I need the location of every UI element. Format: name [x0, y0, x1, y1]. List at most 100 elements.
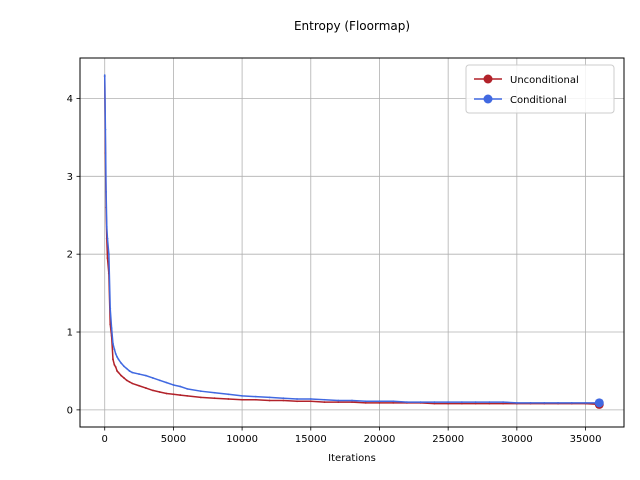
data-point-conditional — [128, 370, 131, 372]
data-point-conditional — [120, 362, 123, 365]
data-point-conditional — [351, 399, 353, 402]
x-tick-label: 15000 — [295, 434, 327, 445]
data-point-conditional — [103, 74, 106, 77]
data-point-conditional — [406, 401, 408, 403]
data-point-conditional — [460, 401, 463, 403]
data-point-conditional — [419, 401, 422, 403]
data-point-conditional — [584, 401, 587, 404]
grid — [80, 58, 624, 427]
series-conditional — [103, 74, 604, 408]
data-point-unconditional — [172, 393, 175, 396]
data-point-unconditional — [241, 398, 244, 401]
data-point-conditional — [447, 401, 450, 403]
data-point-conditional — [488, 401, 491, 403]
data-point-unconditional — [364, 401, 367, 404]
series-end-marker-conditional — [594, 398, 604, 408]
data-point-conditional — [145, 374, 147, 377]
y-tick-label: 3 — [67, 172, 73, 183]
data-point-unconditional — [337, 401, 340, 403]
data-point-conditional — [309, 398, 312, 400]
data-point-unconditional — [123, 377, 125, 379]
y-tick-label: 4 — [67, 94, 73, 105]
x-tick-label: 5000 — [161, 434, 186, 445]
data-point-conditional — [172, 384, 175, 386]
data-point-unconditional — [112, 358, 114, 361]
data-point-conditional — [158, 379, 161, 382]
data-point-unconditional — [254, 398, 257, 401]
data-point-conditional — [151, 377, 154, 379]
data-point-conditional — [131, 371, 134, 374]
legend-label-unconditional: Unconditional — [510, 75, 579, 86]
data-point-conditional — [116, 356, 118, 358]
data-point-unconditional — [309, 400, 312, 403]
x-tick-label: 35000 — [570, 434, 602, 445]
x-tick-label: 30000 — [501, 434, 533, 445]
data-point-unconditional — [502, 402, 505, 405]
plot-frame — [79, 57, 625, 428]
series-layer — [103, 74, 604, 409]
data-point-conditional — [433, 401, 436, 403]
data-point-conditional — [364, 400, 367, 403]
data-point-unconditional — [116, 370, 118, 372]
data-point-conditional — [296, 398, 298, 400]
x-tick-label: 10000 — [226, 434, 258, 445]
data-point-conditional — [323, 398, 326, 401]
data-point-conditional — [165, 381, 168, 384]
data-point-conditional — [474, 401, 477, 403]
data-point-conditional — [199, 390, 202, 393]
x-tick-label: 25000 — [432, 434, 464, 445]
data-point-conditional — [107, 253, 110, 256]
data-point-unconditional — [113, 363, 116, 366]
legend-marker-unconditional — [483, 74, 493, 84]
data-point-conditional — [227, 393, 230, 396]
chart-title: Entropy (Floormap) — [294, 19, 410, 33]
data-point-conditional — [337, 399, 340, 402]
data-point-unconditional — [213, 397, 216, 400]
data-point-unconditional — [460, 402, 463, 405]
data-point-unconditional — [323, 401, 326, 403]
data-point-conditional — [105, 190, 108, 193]
data-point-unconditional — [268, 399, 271, 402]
data-point-unconditional — [488, 402, 491, 405]
data-point-conditional — [125, 367, 128, 370]
data-point-conditional — [186, 387, 189, 390]
y-tick-label: 0 — [67, 405, 73, 416]
ticks: 0 5000 10000 15000 20000 25000 30000 35000 0 1 2 3 4 — [67, 94, 602, 445]
data-point-unconditional — [282, 399, 285, 402]
data-point-unconditional — [186, 394, 189, 397]
data-point-conditional — [557, 401, 559, 404]
data-point-unconditional — [114, 366, 117, 368]
x-axis-label: Iterations — [328, 453, 376, 464]
data-point-conditional — [138, 373, 140, 375]
data-point-unconditional — [392, 401, 395, 404]
data-point-conditional — [114, 352, 117, 355]
data-point-unconditional — [227, 398, 230, 400]
data-point-unconditional — [106, 257, 109, 259]
data-point-unconditional — [151, 389, 154, 392]
data-point-conditional — [392, 400, 395, 403]
data-point-conditional — [104, 128, 107, 131]
data-point-conditional — [179, 385, 182, 388]
data-point-conditional — [113, 348, 116, 351]
data-point-unconditional — [296, 400, 298, 403]
data-point-conditional — [213, 391, 216, 394]
data-point-conditional — [106, 237, 109, 240]
legend-label-conditional: Conditional — [510, 95, 567, 106]
data-point-conditional — [502, 401, 505, 403]
y-tick-label: 2 — [67, 250, 73, 261]
data-point-conditional — [543, 401, 546, 404]
data-point-unconditional — [199, 396, 202, 399]
y-tick-label: 1 — [67, 328, 73, 339]
data-point-unconditional — [433, 402, 436, 405]
data-point-conditional — [378, 400, 381, 403]
data-point-conditional — [282, 397, 285, 400]
legend: Unconditional Conditional — [465, 64, 615, 114]
x-tick-label: 20000 — [364, 434, 396, 445]
data-point-unconditional — [165, 392, 168, 395]
data-point-unconditional — [138, 384, 140, 387]
data-point-unconditional — [474, 402, 477, 405]
data-point-unconditional — [447, 402, 450, 405]
data-point-conditional — [112, 342, 114, 345]
data-point-conditional — [515, 401, 518, 404]
